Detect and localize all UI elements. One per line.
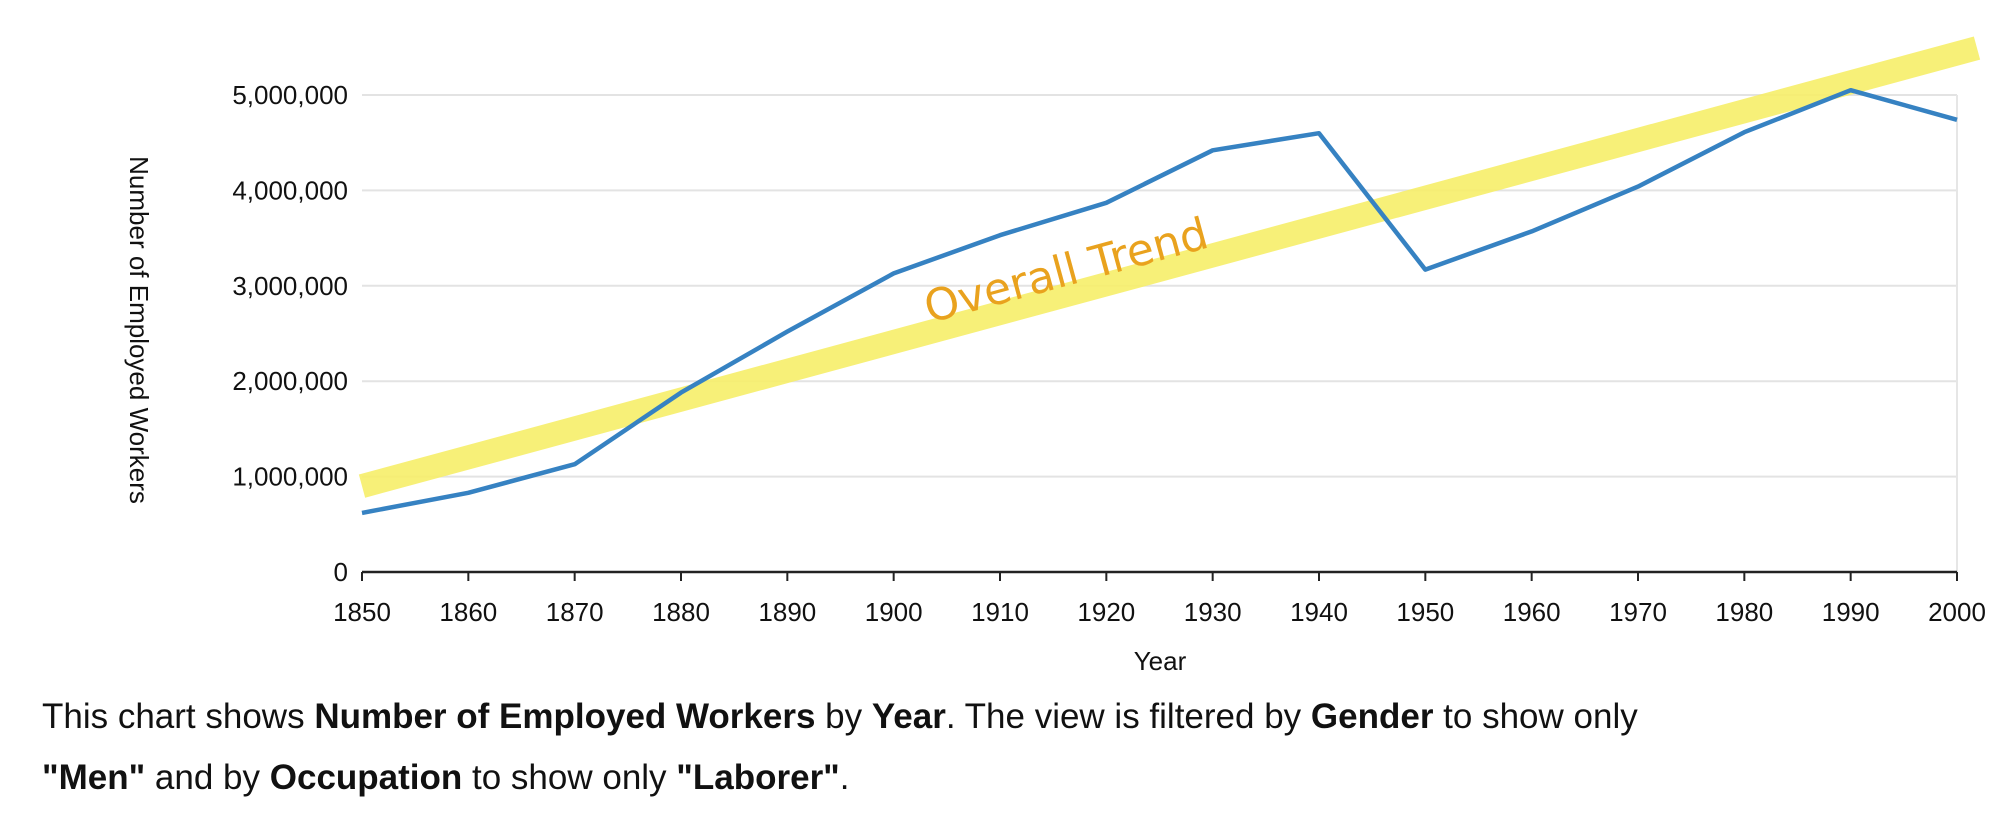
- line-chart: 0 1,000,000 2,000,000 3,000,000 4,000,000 5,0…: [124, 36, 1986, 676]
- y-axis-ticks: 0 1,000,000 2,000,000 3,000,000 4,000,000 5,0…: [232, 80, 348, 587]
- series-line: [361, 87, 1958, 516]
- y-tick-label: 3,000,000: [232, 271, 348, 301]
- caption-text: .: [839, 758, 850, 797]
- data-series: [361, 87, 1958, 516]
- x-tick-label: 1970: [1609, 597, 1667, 627]
- caption-bold-term: "Laborer": [676, 758, 840, 797]
- caption-bold-term: Gender: [1310, 697, 1434, 736]
- x-tick-label: 1910: [971, 597, 1029, 627]
- caption-text: . The view is filtered by: [945, 697, 1311, 736]
- caption-text: to show only: [462, 758, 677, 797]
- x-tick-label: 1950: [1396, 597, 1454, 627]
- x-tick-label: 1940: [1290, 597, 1348, 627]
- x-tick-label: 1960: [1503, 597, 1561, 627]
- x-tick-label: 1860: [439, 597, 497, 627]
- caption-text: This chart shows: [42, 697, 315, 736]
- x-tick-label: 1850: [333, 597, 391, 627]
- caption-text: by: [815, 697, 872, 736]
- y-tick-label: 5,000,000: [232, 80, 348, 110]
- caption-bold-term: Year: [871, 697, 946, 736]
- caption-bold-term: "Men": [42, 758, 146, 797]
- x-tick-label: 1870: [546, 597, 604, 627]
- x-axis-title: Year: [1134, 646, 1187, 676]
- caption-line-1: This chart shows Number of Employed Work…: [42, 686, 1982, 747]
- x-tick-label: 1930: [1184, 597, 1242, 627]
- y-tick-label: 0: [334, 557, 348, 587]
- x-tick-label: 1880: [652, 597, 710, 627]
- y-tick-label: 2,000,000: [232, 366, 348, 396]
- y-tick-label: 1,000,000: [232, 462, 348, 492]
- caption-line-2: "Men" and by Occupation to show only "La…: [42, 747, 1982, 808]
- x-tick-label: 1980: [1715, 597, 1773, 627]
- caption-text: to show only: [1433, 697, 1638, 736]
- x-tick-label: 2000: [1928, 597, 1986, 627]
- x-tick-label: 1920: [1077, 597, 1135, 627]
- y-tick-label: 4,000,000: [232, 175, 348, 205]
- x-tick-label: 1890: [758, 597, 816, 627]
- x-axis: 1850 1860 1870 1880 1890 1900 1910 1920 1930 1940…: [333, 570, 1986, 627]
- caption-bold-term: Occupation: [269, 758, 463, 797]
- trend-line: [358, 36, 1981, 498]
- x-tick-label: 1990: [1822, 597, 1880, 627]
- x-tick-label: 1900: [865, 597, 923, 627]
- gridlines: [362, 94, 1958, 572]
- y-axis-title: Number of Employed Workers: [124, 156, 154, 504]
- caption-text: and by: [145, 758, 270, 797]
- trend-annotation: Overall Trend: [358, 36, 1981, 498]
- chart-caption: This chart shows Number of Employed Work…: [42, 686, 1982, 808]
- caption-bold-term: Number of Employed Workers: [314, 697, 816, 736]
